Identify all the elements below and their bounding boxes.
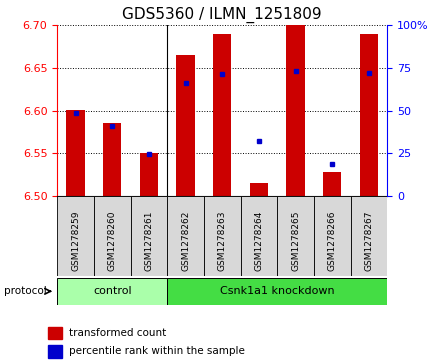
Bar bbox=[48, 345, 62, 358]
Bar bbox=[57, 278, 167, 305]
Bar bbox=[360, 34, 378, 196]
Bar bbox=[57, 196, 94, 276]
Bar bbox=[131, 196, 167, 276]
Bar bbox=[103, 123, 121, 196]
Text: GSM1278265: GSM1278265 bbox=[291, 211, 300, 271]
Bar bbox=[351, 196, 387, 276]
Bar bbox=[140, 154, 158, 196]
Bar bbox=[66, 110, 85, 196]
Text: GSM1278259: GSM1278259 bbox=[71, 211, 80, 271]
Text: GSM1278267: GSM1278267 bbox=[364, 211, 374, 271]
Bar bbox=[323, 172, 341, 196]
Bar bbox=[250, 183, 268, 196]
Bar bbox=[286, 25, 305, 196]
Text: GSM1278262: GSM1278262 bbox=[181, 211, 190, 271]
Bar bbox=[94, 196, 131, 276]
Text: GSM1278266: GSM1278266 bbox=[328, 211, 337, 271]
Text: percentile rank within the sample: percentile rank within the sample bbox=[69, 346, 245, 356]
Text: GSM1278260: GSM1278260 bbox=[108, 211, 117, 271]
Bar bbox=[167, 278, 387, 305]
Bar bbox=[48, 327, 62, 339]
Text: protocol: protocol bbox=[4, 286, 47, 296]
Text: transformed count: transformed count bbox=[69, 328, 166, 338]
Text: GSM1278264: GSM1278264 bbox=[254, 211, 264, 271]
Text: Csnk1a1 knockdown: Csnk1a1 knockdown bbox=[220, 286, 334, 296]
Bar bbox=[213, 34, 231, 196]
Title: GDS5360 / ILMN_1251809: GDS5360 / ILMN_1251809 bbox=[122, 7, 322, 23]
Bar bbox=[277, 196, 314, 276]
Bar bbox=[176, 55, 195, 196]
Text: control: control bbox=[93, 286, 132, 296]
Bar bbox=[167, 196, 204, 276]
Text: GSM1278263: GSM1278263 bbox=[218, 211, 227, 271]
Bar bbox=[314, 196, 351, 276]
Bar bbox=[241, 196, 277, 276]
Text: GSM1278261: GSM1278261 bbox=[144, 211, 154, 271]
Bar bbox=[204, 196, 241, 276]
